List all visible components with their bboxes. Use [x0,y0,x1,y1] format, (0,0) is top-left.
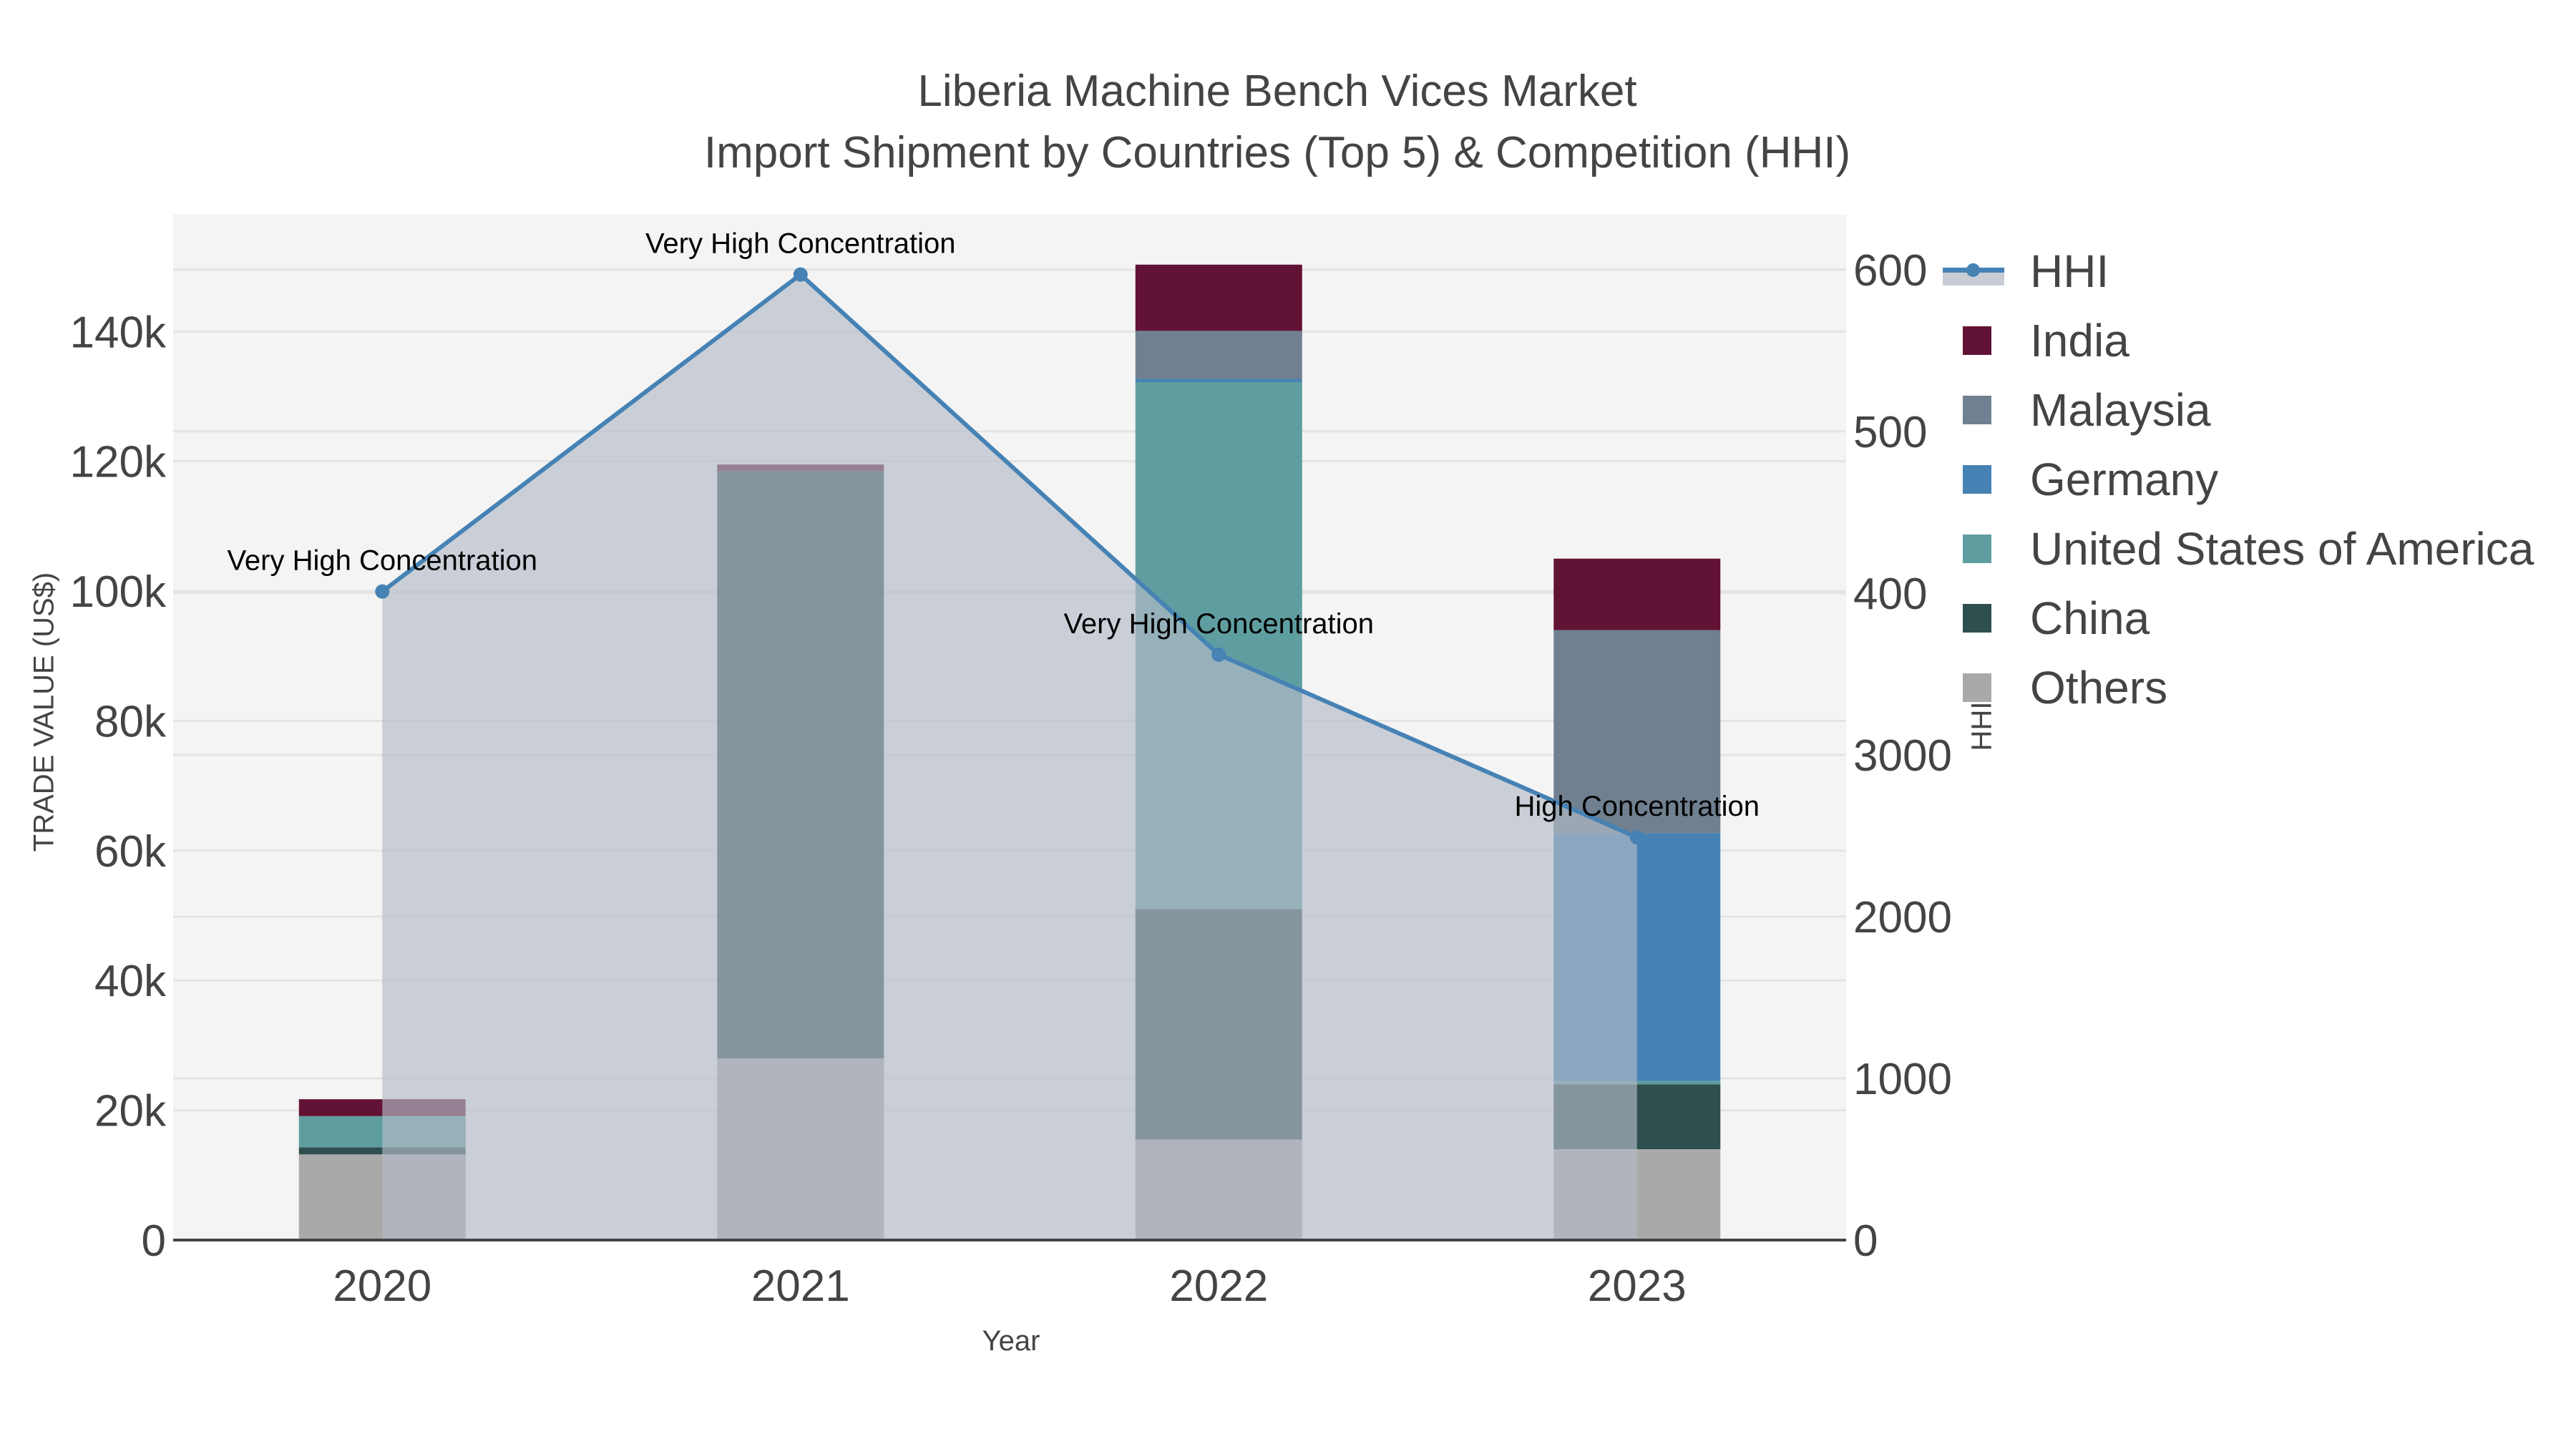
y2-tick-label: 0 [1853,1216,1878,1266]
hhi-annotation: Very High Concentration [227,545,537,577]
legend-item-others[interactable]: Others [1943,653,2534,722]
y-tick-label: 20k [94,1087,167,1136]
legend: HHI India Malaysia Germany United States… [1943,236,2534,722]
bar-segment[interactable] [1135,379,1302,382]
swatch-icon [1963,464,1991,494]
hhi-line [381,271,1638,839]
legend-label: China [2030,592,2150,644]
y-axis-title: TRADE VALUE (US$) [28,572,60,852]
y2-tick-label: 500 [1853,408,1927,457]
hhi-area [382,274,1637,1240]
swatch-icon [1963,603,1991,633]
y-tick-label: 120k [70,438,167,487]
legend-label: Others [2030,661,2168,713]
x-tick-label: 2020 [333,1262,431,1311]
hhi-marker[interactable] [793,267,808,282]
hhi-marker[interactable] [375,584,390,599]
x-axis-title: Year [982,1325,1040,1357]
x-tick-label: 2023 [1588,1262,1687,1311]
bar-segment[interactable] [1553,558,1721,630]
y-tick-label: 100k [70,567,167,617]
legend-item-malaysia[interactable]: Malaysia [1943,375,2534,444]
legend-label: HHI [2030,245,2109,297]
bar-segment[interactable] [1135,264,1302,331]
swatch-icon [1963,673,1991,702]
swatch-icon [1963,395,1991,424]
line-marker-icon [1943,257,2004,286]
y-tick-label: 40k [94,957,167,1006]
y-tick-label: 0 [142,1216,166,1266]
y2-tick-label: 1000 [1853,1055,1952,1104]
y2-tick-label: 600 [1853,246,1927,296]
legend-label: Germany [2030,453,2219,505]
y-tick-label: 80k [94,697,167,746]
legend-label: India [2030,314,2129,366]
hhi-marker[interactable] [1629,830,1644,845]
hhi-annotation: Very High Concentration [645,228,956,260]
chart-title-line1: Liberia Machine Bench Vices Market [917,67,1637,116]
y-tick-label: 60k [94,827,167,877]
y-tick-label: 140k [70,308,167,357]
swatch-icon [1963,326,1991,355]
chart-title-line2: Import Shipment by Countries (Top 5) & C… [703,128,1851,177]
legend-item-china[interactable]: China [1943,583,2534,653]
legend-item-usa[interactable]: United States of America [1943,514,2534,583]
legend-item-india[interactable]: India [1943,306,2534,375]
legend-item-germany[interactable]: Germany [1943,444,2534,514]
y2-tick-label: 2000 [1853,893,1952,942]
y2-tick-label: 3000 [1853,731,1952,781]
y2-tick-label: 400 [1853,570,1927,619]
bar-segment[interactable] [1553,630,1721,834]
x-tick-label: 2021 [751,1262,850,1311]
legend-label: Malaysia [2030,384,2211,436]
hhi-annotation: High Concentration [1515,791,1760,822]
hhi-annotation: Very High Concentration [1063,608,1374,640]
legend-label: United States of America [2030,522,2534,575]
bar-segment[interactable] [1135,331,1302,379]
hhi-marker[interactable] [1211,647,1226,662]
swatch-icon [1963,534,1991,563]
legend-item-hhi[interactable]: HHI [1943,236,2534,306]
x-tick-label: 2022 [1169,1262,1268,1311]
